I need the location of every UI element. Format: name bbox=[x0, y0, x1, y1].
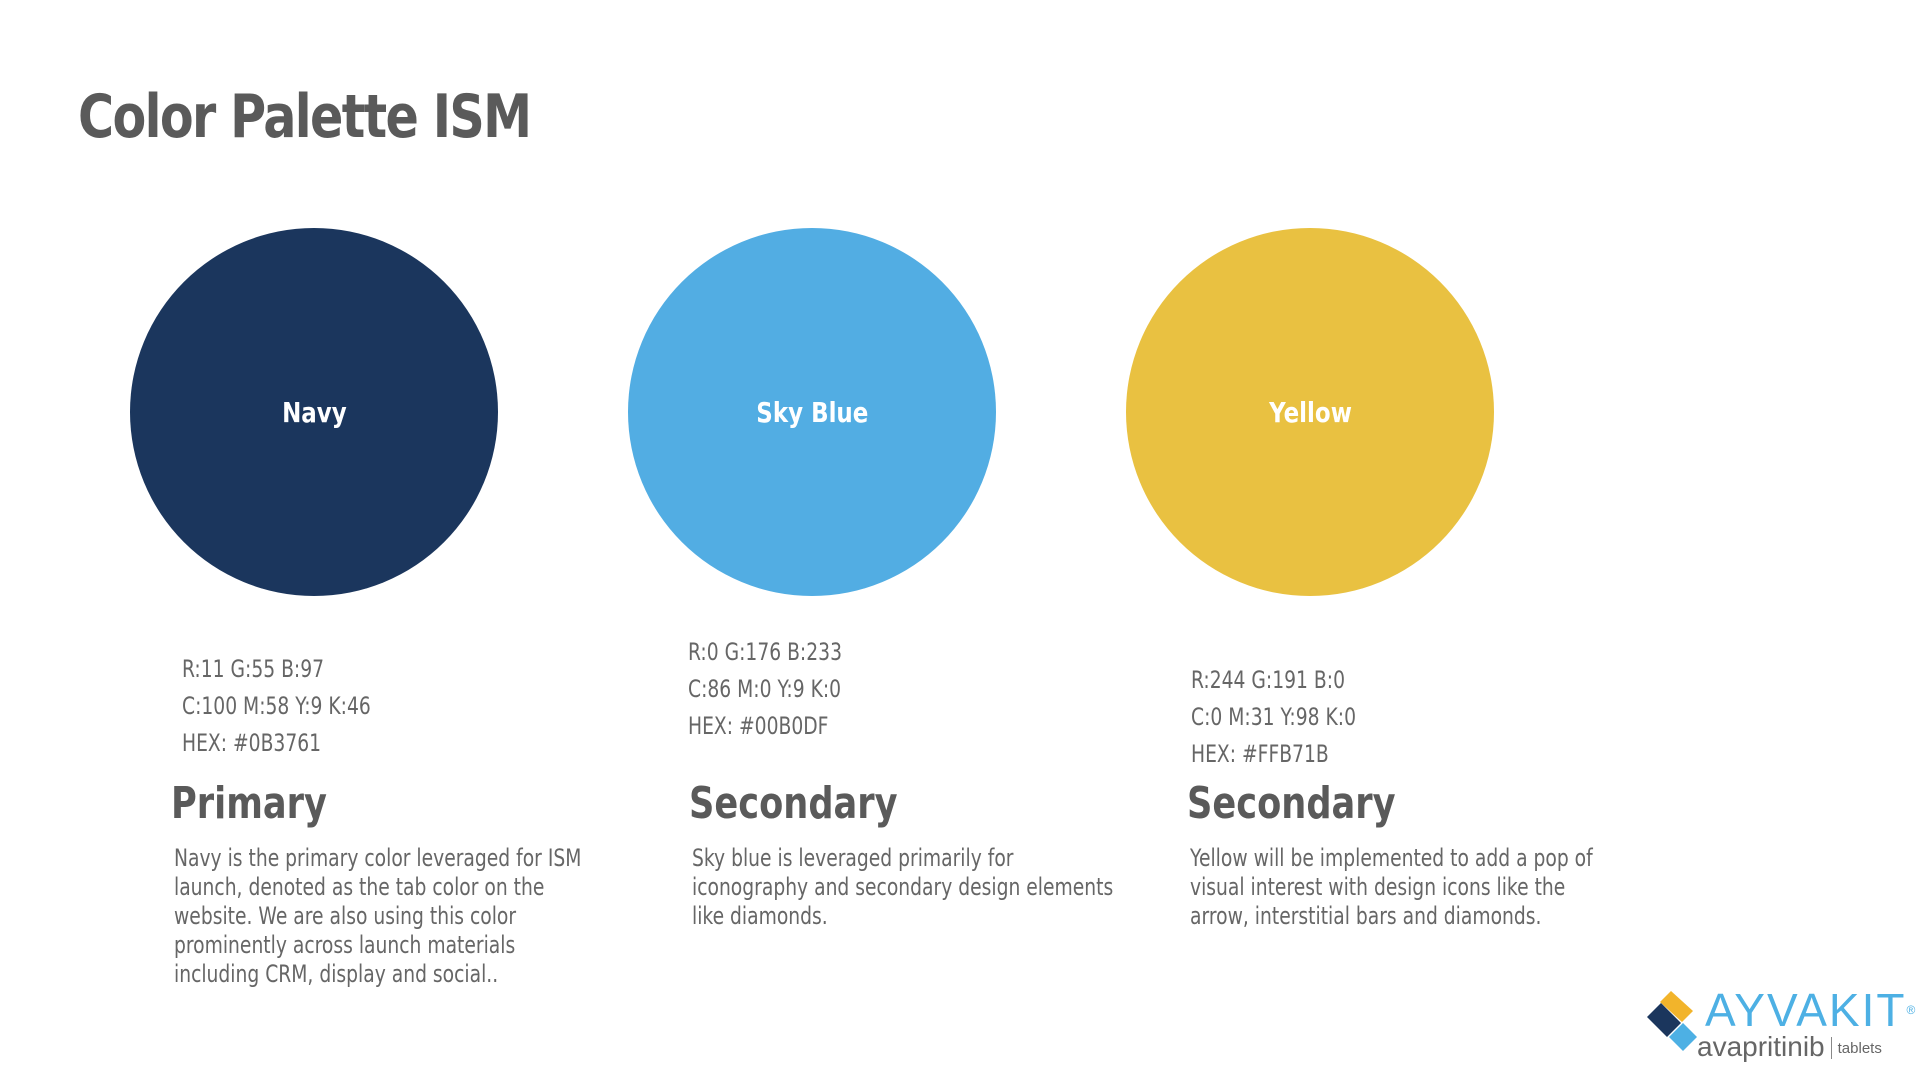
description-line: Yellow will be implemented to add a pop … bbox=[1190, 844, 1593, 872]
cmyk-value: C:86 M:0 Y:9 K:0 bbox=[688, 675, 842, 703]
role-heading-yellow: Secondary bbox=[1187, 778, 1396, 829]
description-line: Navy is the primary color leveraged for … bbox=[174, 844, 582, 872]
hex-value: HEX: #0B3761 bbox=[182, 729, 322, 757]
description-navy: Navy is the primary color leveraged for … bbox=[174, 844, 581, 989]
hex-value: HEX: #FFB71B bbox=[1191, 740, 1329, 768]
logo-subtitle: avapritinib tablets bbox=[1697, 1033, 1882, 1066]
description-sky-blue: Sky blue is leveraged primarily for icon… bbox=[692, 844, 1113, 931]
swatch-yellow: Yellow bbox=[1126, 228, 1494, 596]
description-line: iconography and secondary design element… bbox=[692, 873, 1114, 901]
registered-mark: ® bbox=[1906, 1003, 1916, 1017]
swatch-label-sky-blue: Sky Blue bbox=[755, 395, 869, 429]
swatch-label-navy: Navy bbox=[281, 395, 347, 429]
generic-name: avapritinib bbox=[1697, 1031, 1825, 1062]
description-line: arrow, interstitial bars and diamonds. bbox=[1190, 902, 1542, 930]
rgb-value: R:11 G:55 B:97 bbox=[182, 655, 325, 683]
hex-value: HEX: #00B0DF bbox=[688, 712, 829, 740]
description-line: prominently across launch materials bbox=[174, 931, 516, 959]
role-heading-sky-blue: Secondary bbox=[689, 778, 898, 829]
color-specs-yellow: R:244 G:191 B:0 C:0 M:31 Y:98 K:0 HEX: #… bbox=[1191, 662, 1356, 773]
description-line: including CRM, display and social.. bbox=[174, 960, 499, 988]
swatch-sky-blue: Sky Blue bbox=[628, 228, 996, 596]
ayvakit-logo: AYVAKIT® avapritinib tablets bbox=[1645, 985, 1915, 1065]
rgb-value: R:244 G:191 B:0 bbox=[1191, 666, 1345, 694]
diamond-logo-icon bbox=[1647, 991, 1697, 1051]
rgb-value: R:0 G:176 B:233 bbox=[688, 638, 842, 666]
wordmark-text: AYVAKIT bbox=[1705, 984, 1907, 1036]
description-line: website. We are also using this color bbox=[174, 902, 517, 930]
description-yellow: Yellow will be implemented to add a pop … bbox=[1190, 844, 1593, 931]
color-specs-navy: R:11 G:55 B:97 C:100 M:58 Y:9 K:46 HEX: … bbox=[182, 651, 371, 762]
description-line: launch, denoted as the tab color on the bbox=[174, 873, 545, 901]
description-line: Sky blue is leveraged primarily for bbox=[692, 844, 1014, 872]
color-specs-sky-blue: R:0 G:176 B:233 C:86 M:0 Y:9 K:0 HEX: #0… bbox=[688, 634, 842, 745]
page-title: Color Palette ISM bbox=[78, 82, 532, 152]
logo-wordmark: AYVAKIT® bbox=[1705, 985, 1915, 1035]
description-line: like diamonds. bbox=[692, 902, 828, 930]
swatch-navy: Navy bbox=[130, 228, 498, 596]
cmyk-value: C:0 M:31 Y:98 K:0 bbox=[1191, 703, 1356, 731]
description-line: visual interest with design icons like t… bbox=[1190, 873, 1566, 901]
dosage-form: tablets bbox=[1837, 1040, 1882, 1057]
swatch-label-yellow: Yellow bbox=[1268, 395, 1352, 429]
role-heading-navy: Primary bbox=[171, 778, 327, 829]
cmyk-value: C:100 M:58 Y:9 K:46 bbox=[182, 692, 371, 720]
logo-divider bbox=[1830, 1037, 1832, 1059]
